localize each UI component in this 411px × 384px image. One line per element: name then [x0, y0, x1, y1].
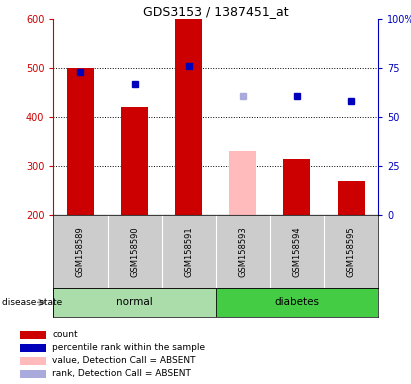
Text: disease state: disease state: [2, 298, 62, 307]
Bar: [20, 357, 46, 365]
Text: GSM158589: GSM158589: [76, 226, 85, 277]
Text: GSM158594: GSM158594: [293, 226, 301, 277]
Text: GSM158590: GSM158590: [130, 226, 139, 277]
Bar: [20, 369, 46, 378]
Bar: [229, 151, 256, 215]
Bar: [67, 68, 94, 215]
Bar: [337, 181, 365, 215]
Text: GSM158591: GSM158591: [184, 226, 193, 277]
Bar: [175, 19, 202, 215]
Bar: [53, 288, 216, 317]
Text: count: count: [53, 330, 78, 339]
Bar: [216, 288, 378, 317]
Text: GSM158595: GSM158595: [346, 226, 356, 277]
Text: diabetes: diabetes: [275, 297, 319, 308]
Text: rank, Detection Call = ABSENT: rank, Detection Call = ABSENT: [53, 369, 191, 378]
Text: normal: normal: [116, 297, 153, 308]
Bar: [284, 159, 310, 215]
Bar: [121, 108, 148, 215]
Bar: [20, 344, 46, 352]
Bar: [20, 331, 46, 339]
Title: GDS3153 / 1387451_at: GDS3153 / 1387451_at: [143, 5, 289, 18]
Text: GSM158593: GSM158593: [238, 226, 247, 277]
Text: value, Detection Call = ABSENT: value, Detection Call = ABSENT: [53, 356, 196, 365]
Text: percentile rank within the sample: percentile rank within the sample: [53, 343, 206, 352]
